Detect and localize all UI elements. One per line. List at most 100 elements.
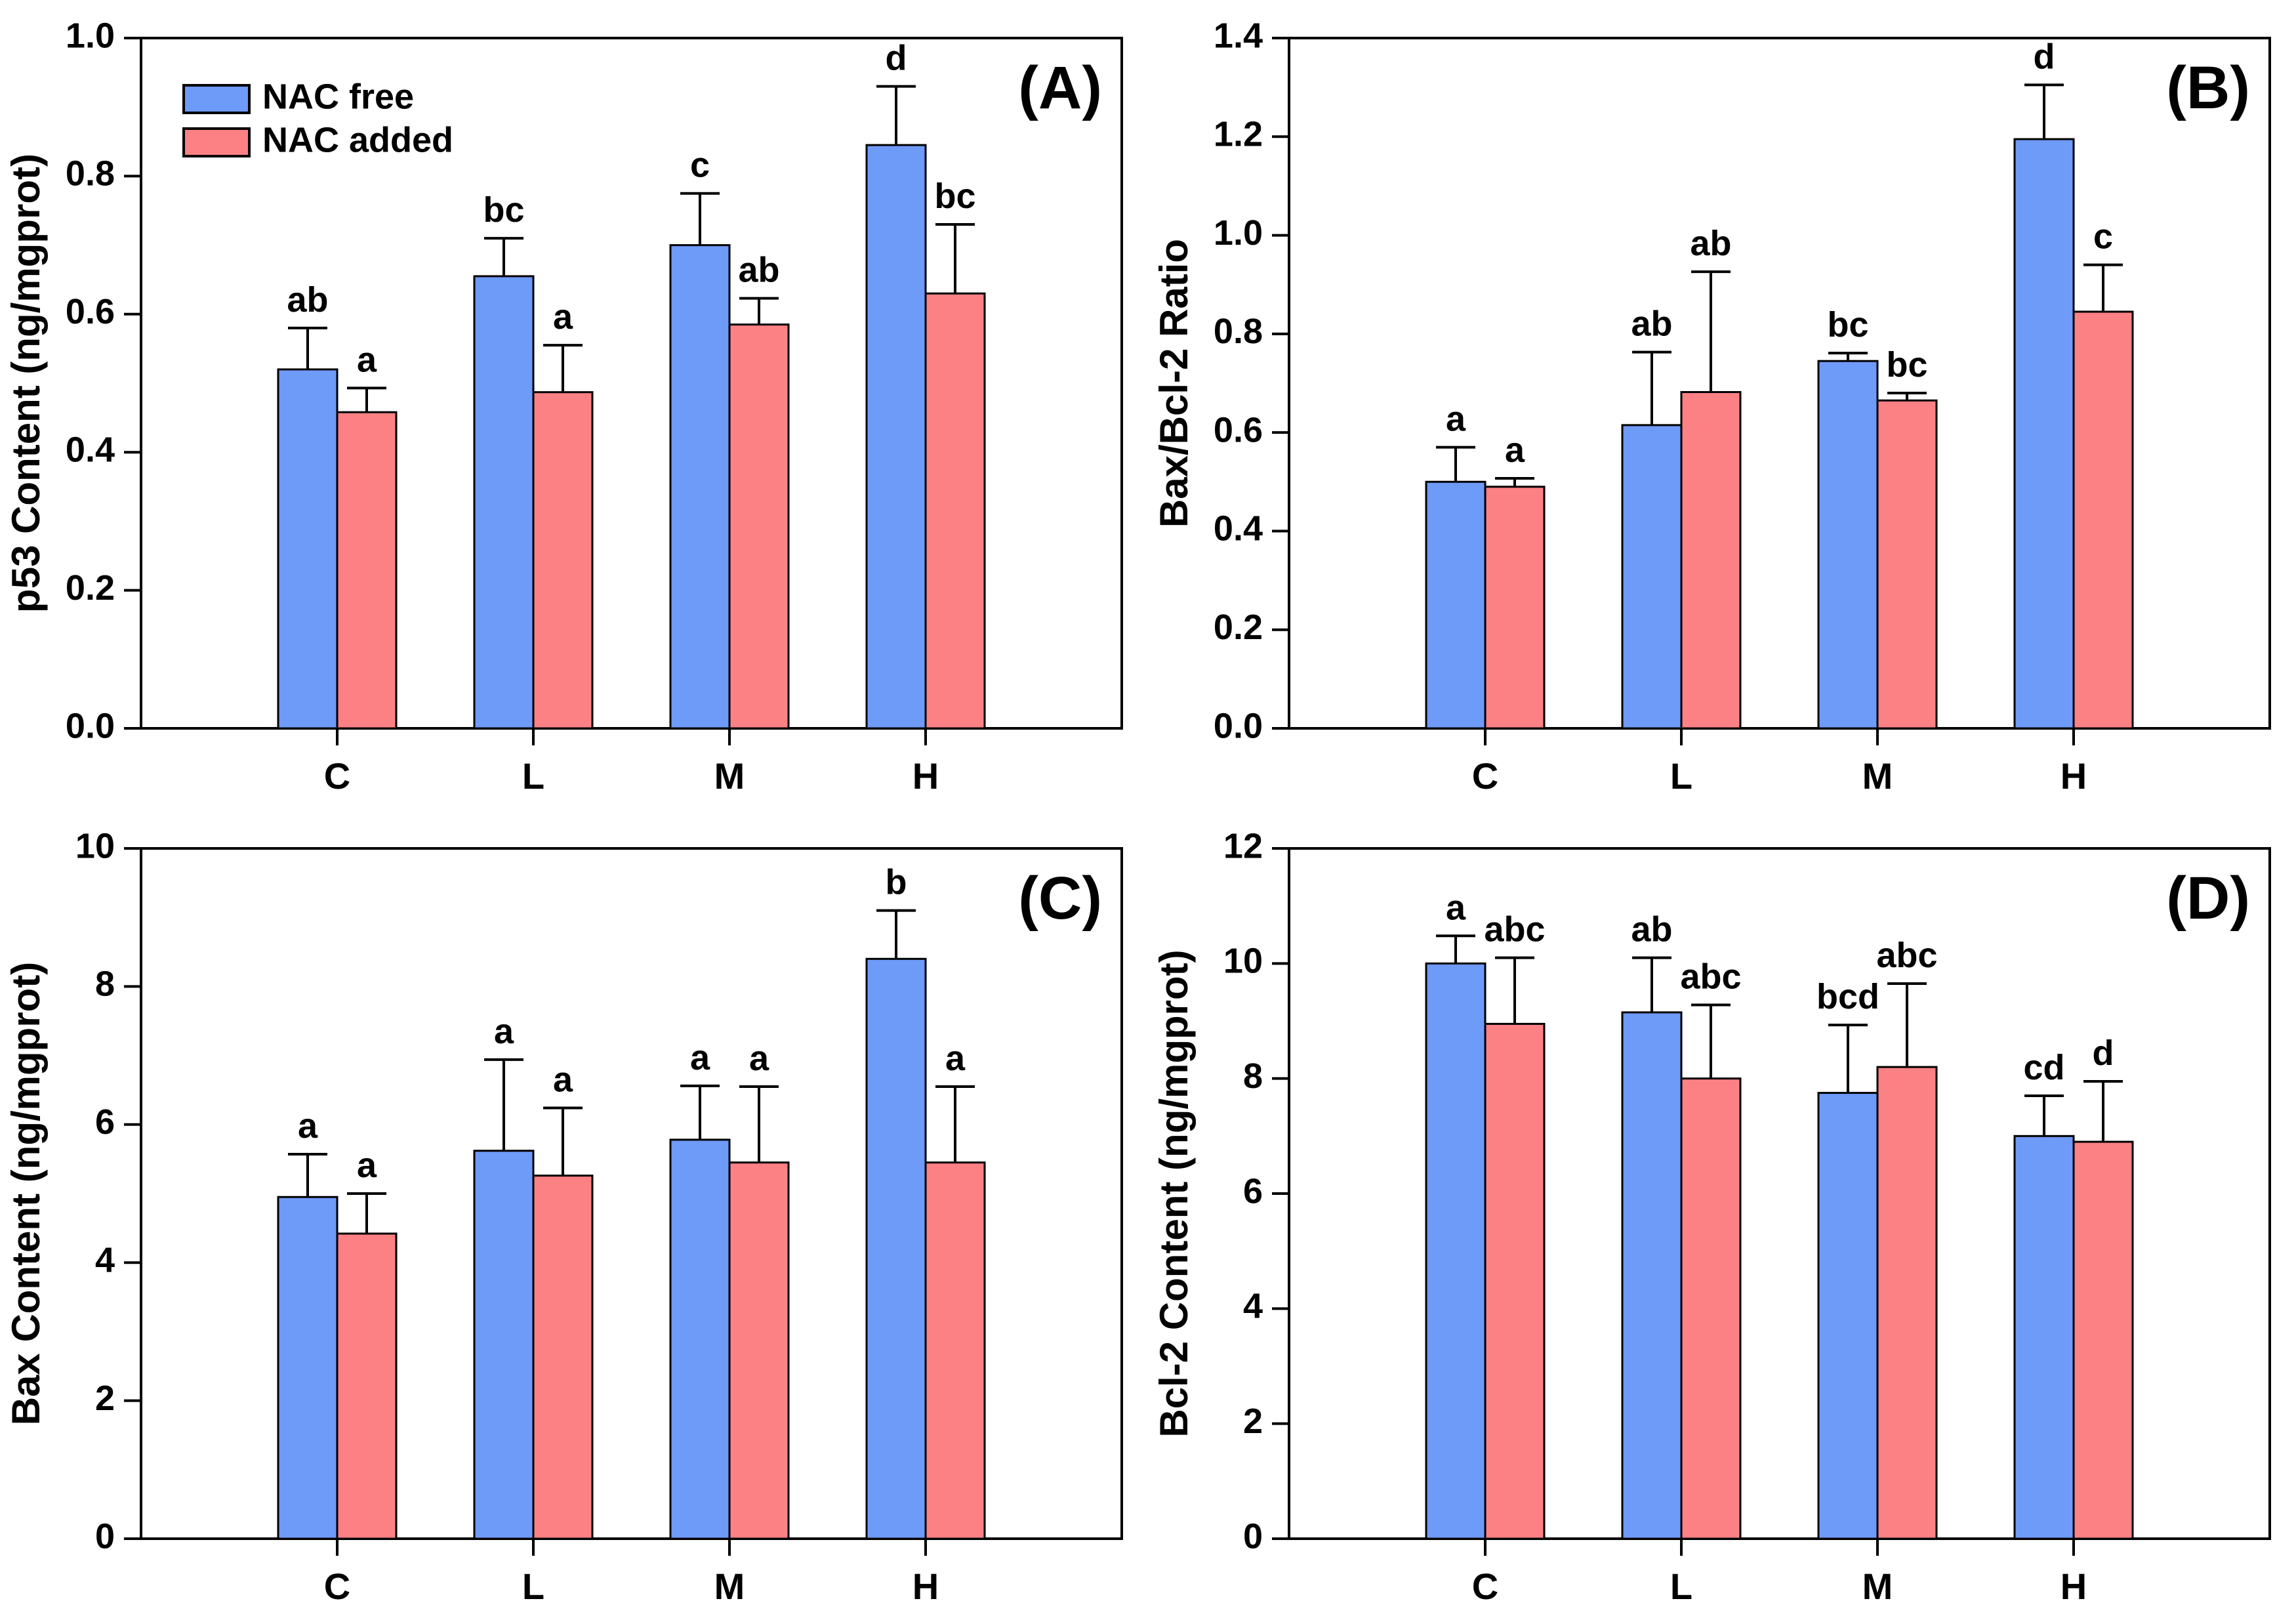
significance-letter: d xyxy=(2093,1033,2114,1073)
category-label: M xyxy=(714,1566,745,1607)
significance-letter: a xyxy=(553,1060,573,1100)
y-axis-title: p53 Content (ng/mgprot) xyxy=(4,154,48,613)
significance-letter: bc xyxy=(1886,345,1927,385)
significance-letter: d xyxy=(886,39,907,78)
y-tick-label: 0.2 xyxy=(1214,608,1263,647)
y-tick-label: 1.4 xyxy=(1214,16,1263,55)
significance-letter: a xyxy=(1505,430,1525,470)
category-label: L xyxy=(522,755,544,797)
bar-nac-added xyxy=(2072,310,2134,730)
bar-nac-added xyxy=(1876,399,1938,730)
significance-letter: ab xyxy=(1690,224,1731,263)
category-label: H xyxy=(912,1566,939,1607)
y-tick-label: 6 xyxy=(1243,1171,1263,1211)
significance-letter: a xyxy=(357,1146,377,1185)
bar-nac-free xyxy=(473,1150,535,1540)
bar-nac-free xyxy=(473,275,535,730)
y-tick-label: 6 xyxy=(95,1102,115,1142)
bar-nac-free xyxy=(669,1138,731,1540)
y-tick-label: 2 xyxy=(95,1379,115,1418)
panel-tag: (D) xyxy=(2166,865,2250,932)
bar-nac-added xyxy=(728,1161,790,1540)
bar-nac-free xyxy=(2013,1135,2075,1540)
y-axis-title: Bax Content (ng/mgprot) xyxy=(4,962,48,1426)
y-tick-label: 0.2 xyxy=(66,568,115,608)
significance-letter: cd xyxy=(2023,1048,2064,1087)
bar-nac-free xyxy=(669,244,731,730)
category-label: M xyxy=(714,755,745,797)
significance-letter: bc xyxy=(934,177,975,216)
significance-letter: c xyxy=(690,146,710,185)
significance-letter: bcd xyxy=(1816,977,1879,1016)
bar-nac-free xyxy=(865,144,927,730)
panel-tag: (B) xyxy=(2166,54,2250,121)
panel-tag: (A) xyxy=(1018,54,1102,121)
y-tick-label: 0.4 xyxy=(66,430,115,469)
y-tick-label: 0.6 xyxy=(1214,410,1263,449)
bar-nac-free xyxy=(1621,424,1683,730)
y-tick-label: 10 xyxy=(1223,942,1263,981)
y-tick-label: 0 xyxy=(95,1516,115,1556)
significance-letter: ab xyxy=(287,280,328,320)
bar-nac-added xyxy=(1680,1077,1742,1540)
category-label: H xyxy=(2060,755,2087,797)
bar-nac-free xyxy=(2013,138,2075,730)
bar-nac-free xyxy=(865,957,927,1540)
y-tick-label: 8 xyxy=(1243,1056,1263,1096)
y-tick-label: 0.8 xyxy=(1214,312,1263,351)
significance-letter: d xyxy=(2034,37,2055,76)
bar-nac-free xyxy=(277,368,338,730)
panel-d-chart: 0 2 4 6 8 10 12 C L M Ha ab bcd cd abc abc abc d Bcl-2 Con… xyxy=(1152,826,2271,1607)
bar-nac-free xyxy=(1817,1092,1879,1540)
bar-nac-added xyxy=(1680,391,1742,730)
category-label: C xyxy=(324,1566,350,1607)
category-label: L xyxy=(1670,755,1692,797)
y-tick-label: 0 xyxy=(1243,1516,1263,1556)
bar-nac-added xyxy=(336,1232,398,1540)
bar-nac-added xyxy=(336,411,398,730)
legend-swatch-nac-added xyxy=(182,127,251,157)
bar-nac-free xyxy=(277,1196,338,1540)
significance-letter: ab xyxy=(738,251,779,290)
significance-letter: a xyxy=(1446,400,1466,439)
significance-letter: a xyxy=(298,1106,318,1146)
y-tick-label: 1.0 xyxy=(1214,213,1263,253)
y-tick-label: 10 xyxy=(75,826,115,865)
y-tick-label: 2 xyxy=(1243,1402,1263,1441)
bar-nac-added xyxy=(532,1175,594,1540)
significance-letter: a xyxy=(553,297,573,337)
legend-label: NAC free xyxy=(262,77,414,116)
significance-letter: a xyxy=(1446,888,1466,927)
bar-nac-free xyxy=(1425,480,1486,730)
bar-nac-free xyxy=(1621,1011,1683,1540)
y-tick-label: 8 xyxy=(95,965,115,1004)
y-tick-label: 0.0 xyxy=(1214,706,1263,745)
significance-letter: bc xyxy=(483,190,524,230)
bar-nac-added xyxy=(532,391,594,730)
y-tick-label: 1.2 xyxy=(1214,115,1263,154)
category-label: C xyxy=(324,755,350,797)
significance-letter: a xyxy=(945,1039,966,1078)
bar-nac-added xyxy=(1484,1022,1546,1540)
y-tick-label: 0.8 xyxy=(66,154,115,194)
significance-letter: ab xyxy=(1631,304,1672,344)
significance-letter: a xyxy=(749,1039,769,1078)
significance-letter: a xyxy=(357,340,377,379)
category-label: H xyxy=(912,755,939,797)
bar-nac-free xyxy=(1817,360,1879,730)
significance-letter: a xyxy=(494,1012,514,1051)
bar-nac-added xyxy=(924,292,986,730)
bar-nac-added xyxy=(924,1161,986,1540)
category-label: H xyxy=(2060,1566,2087,1607)
panel-tag: (C) xyxy=(1018,865,1102,932)
y-axis-title: Bax/Bcl-2 Ratio xyxy=(1152,239,1196,528)
y-tick-label: 12 xyxy=(1223,826,1263,865)
significance-letter: ab xyxy=(1631,910,1672,949)
